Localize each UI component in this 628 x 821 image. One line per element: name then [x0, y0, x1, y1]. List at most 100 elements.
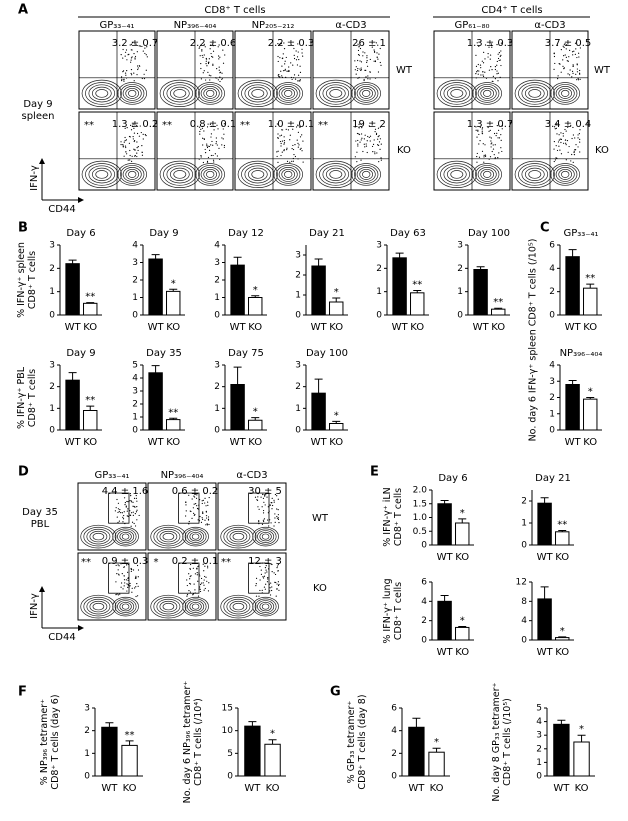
event-dot: [126, 70, 128, 72]
contour: [122, 167, 142, 182]
event-dot: [205, 517, 208, 519]
event-dot: [206, 161, 209, 163]
event-dot: [189, 578, 191, 580]
contour: [254, 528, 277, 545]
contour: [561, 170, 570, 178]
event-dot: [133, 148, 135, 150]
event-dot: [283, 136, 285, 138]
event-dot: [476, 42, 478, 44]
event-dot: [493, 132, 496, 135]
y-tick-label: 2: [49, 382, 55, 392]
panel-label: B: [18, 221, 28, 236]
event-dot: [255, 577, 258, 579]
contour: [226, 528, 251, 545]
event-dot: [568, 74, 571, 76]
event-dot: [268, 525, 270, 527]
event-dot: [574, 42, 577, 44]
contour: [446, 86, 467, 100]
event-dot: [378, 135, 380, 137]
event-dot: [137, 146, 139, 148]
event-dot: [259, 565, 261, 568]
contour: [91, 167, 112, 181]
contour: [480, 168, 495, 180]
event-dot: [492, 80, 494, 83]
event-dot: [565, 48, 567, 50]
event-dot: [287, 129, 290, 131]
event-dot: [115, 507, 117, 509]
event-dot: [200, 577, 203, 580]
event-dot: [282, 70, 285, 72]
event-dot: [257, 506, 259, 508]
contour: [163, 163, 197, 186]
event-dot: [257, 496, 259, 498]
event-dot: [117, 564, 119, 566]
contour: [550, 163, 580, 186]
y-tick-label: 0: [521, 541, 527, 551]
error-bar: [268, 739, 277, 745]
event-dot: [356, 161, 358, 163]
event-dot: [125, 146, 127, 149]
flow-value: 2.2 ± 0.3: [268, 38, 315, 49]
event-dot: [213, 125, 215, 127]
flow-value: 4.4 ± 1.6: [102, 486, 149, 497]
event-dot: [201, 54, 203, 57]
bar: [244, 725, 261, 777]
y-axis-label: No. day 6 IFN-γ⁺ spleen CD8⁺ T cells (/1…: [528, 239, 539, 442]
event-dot: [290, 62, 292, 64]
event-dot: [283, 48, 286, 50]
event-dot: [565, 130, 567, 132]
event-dot: [145, 54, 147, 56]
row-label: WT: [312, 513, 329, 524]
event-dot: [378, 161, 380, 163]
event-dot: [494, 144, 496, 146]
event-dot: [575, 73, 577, 75]
event-dot: [299, 71, 302, 73]
y-tick-label: 0: [549, 426, 555, 436]
event-dot: [120, 512, 122, 514]
event-dot: [200, 155, 202, 157]
event-dot: [276, 155, 278, 158]
event-dot: [191, 517, 193, 519]
event-dot: [565, 142, 567, 144]
error-bar: [432, 747, 441, 753]
event-dot: [378, 53, 380, 55]
y-tick-label: 5: [536, 704, 542, 714]
event-dot: [274, 521, 276, 523]
bar: [230, 384, 245, 431]
event-dot: [202, 56, 204, 59]
event-dot: [141, 77, 143, 80]
contour: [555, 167, 575, 182]
event-dot: [136, 51, 138, 53]
event-dot: [483, 161, 485, 163]
chart-title: NP₃₉₆₋₄₀₄: [560, 348, 603, 359]
event-dot: [217, 55, 220, 57]
row-label: KO: [595, 145, 609, 156]
error-bar: [413, 290, 422, 293]
event-dot: [134, 149, 136, 151]
event-dot: [372, 143, 375, 145]
event-dot: [500, 42, 503, 44]
event-dot: [369, 135, 372, 137]
contour: [278, 86, 298, 101]
y-tick-label: 0: [521, 636, 527, 646]
event-dot: [366, 55, 368, 57]
event-dot: [201, 517, 203, 519]
event-dot: [579, 73, 581, 75]
contour: [173, 89, 187, 98]
event-dot: [265, 569, 267, 571]
contour: [163, 82, 197, 105]
event-dot: [213, 129, 215, 131]
event-dot: [215, 141, 218, 143]
contour: [477, 167, 497, 182]
event-dot: [136, 500, 138, 502]
event-dot: [266, 519, 269, 521]
contour: [259, 601, 272, 612]
event-dot: [138, 514, 140, 517]
event-dot: [556, 123, 558, 125]
event-dot: [126, 127, 128, 129]
event-dot: [496, 60, 498, 63]
bar: [83, 410, 98, 431]
contour: [278, 167, 298, 182]
event-dot: [359, 141, 361, 143]
event-dot: [219, 56, 221, 58]
